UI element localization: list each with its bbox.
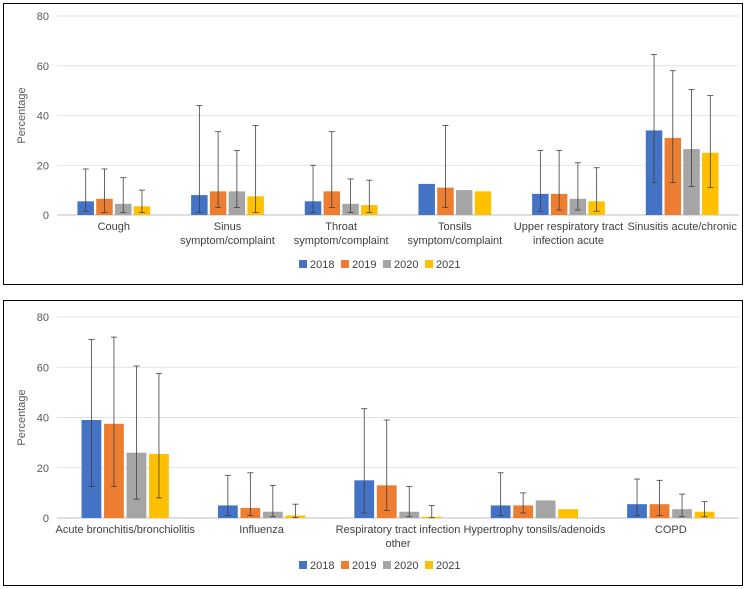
- legend-label-2018: 2018: [310, 259, 334, 271]
- category-label-line: Hypertrophy tonsils/adenoids: [463, 524, 605, 536]
- category-label-line: Acute bronchitis/bronchiolitis: [55, 524, 195, 536]
- category-label-line: Throat: [325, 221, 357, 233]
- category-label: Upper respiratory tract infection acute: [514, 221, 623, 247]
- legend-label-2019: 2019: [352, 259, 376, 271]
- legend-label-2020: 2020: [394, 259, 418, 271]
- category-label: Sinusitis acute/chronic: [627, 221, 737, 233]
- legend-swatch-2018: [299, 561, 307, 569]
- category-label-line: Upper respiratory tract: [514, 221, 623, 233]
- category-label: COPD: [655, 524, 687, 536]
- y-axis-title: Percentage: [16, 389, 28, 445]
- y-tick-label: 60: [37, 61, 49, 73]
- legend-label-2020: 2020: [394, 560, 418, 572]
- legend-label-2021: 2021: [436, 560, 460, 572]
- category-label-line: Sinus: [214, 221, 242, 233]
- category-label: Tonsils symptom/complaint: [407, 221, 502, 247]
- y-tick-label: 20: [37, 160, 49, 172]
- chart-panel-top: 0 20 40 60 80 Percentage Cough Sinus symptom/com…: [3, 3, 743, 285]
- category-label-line: other: [385, 538, 410, 550]
- chart-bottom: 0 20 40 60 80 Percentage Acute bronchitis/bron…: [16, 312, 739, 572]
- category-label-line: infection acute: [533, 235, 604, 247]
- category-label: Cough: [98, 221, 130, 233]
- legend-label-2019: 2019: [352, 560, 376, 572]
- legend-swatch-2021: [425, 561, 433, 569]
- y-tick-label: 40: [37, 111, 49, 123]
- category-label: Influenza: [239, 524, 285, 536]
- chart-panel-bottom: 0 20 40 60 80 Percentage Acute bronchitis/bron…: [3, 300, 743, 586]
- y-tick-label: 80: [37, 11, 49, 23]
- category-label-line: symptom/complaint: [180, 235, 275, 247]
- category-label: Sinus symptom/complaint: [180, 221, 275, 247]
- legend-swatch-2020: [383, 561, 391, 569]
- y-tick-label: 0: [43, 513, 49, 525]
- category-label-line: Influenza: [239, 524, 285, 536]
- category-label-line: Tonsils: [438, 221, 472, 233]
- category-label: Hypertrophy tonsils/adenoids: [463, 524, 605, 536]
- category-label-line: symptom/complaint: [294, 235, 389, 247]
- legend-swatch-2021: [425, 260, 433, 268]
- legend-swatch-2020: [383, 260, 391, 268]
- y-axis-title: Percentage: [16, 87, 28, 143]
- category-label: Respiratory tract infection other: [336, 524, 461, 550]
- y-tick-label: 0: [43, 210, 49, 222]
- y-tick-label: 60: [37, 362, 49, 374]
- legend-label-2021: 2021: [436, 259, 460, 271]
- chart-top: 0 20 40 60 80 Percentage Cough Sinus symptom/com…: [16, 11, 739, 271]
- bar-2018: [418, 183, 435, 215]
- legend-swatch-2019: [341, 260, 349, 268]
- y-tick-label: 20: [37, 463, 49, 475]
- bar-2020: [455, 190, 473, 215]
- category-label-line: Respiratory tract infection: [336, 524, 461, 536]
- category-label: Acute bronchitis/bronchiolitis: [55, 524, 195, 536]
- y-tick-label: 80: [37, 312, 49, 324]
- legend-label-2018: 2018: [310, 560, 334, 572]
- y-tick-label: 40: [37, 413, 49, 425]
- bar-2020: [535, 500, 556, 518]
- legend-swatch-2018: [299, 260, 307, 268]
- category-label-line: Cough: [98, 221, 130, 233]
- legend-swatch-2019: [341, 561, 349, 569]
- bar-2021: [474, 191, 492, 215]
- category-label: Throat symptom/complaint: [294, 221, 389, 247]
- category-label-line: Sinusitis acute/chronic: [627, 221, 737, 233]
- bar-2021: [558, 509, 579, 518]
- category-label-line: COPD: [655, 524, 687, 536]
- category-label-line: symptom/complaint: [407, 235, 502, 247]
